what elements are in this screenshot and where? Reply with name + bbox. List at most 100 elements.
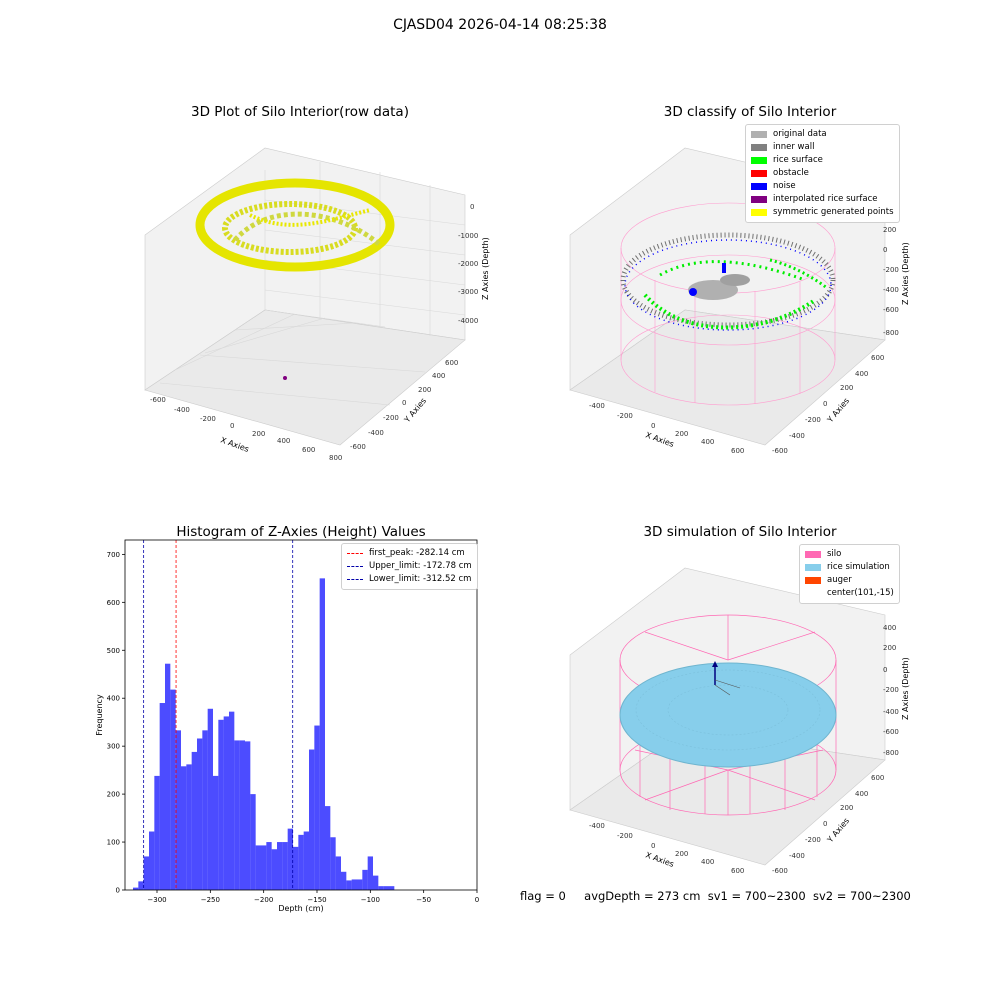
- classify-y-label: Y Axies: [825, 396, 851, 425]
- classify-z-tick: -600: [883, 306, 899, 314]
- simulation-rice-surface: [619, 662, 837, 768]
- raw-z-tick: -1000: [458, 232, 478, 240]
- simulation-y-tick: 400: [855, 790, 868, 798]
- simulation-y-label: Y Axies: [825, 816, 851, 845]
- x-tick-label: −100: [361, 896, 380, 904]
- raw-x-tick: -200: [200, 415, 216, 423]
- y-tick-label: 700: [107, 551, 120, 559]
- histogram-bar: [143, 856, 149, 890]
- legend-entry: symmetric generated points: [751, 206, 894, 219]
- legend-line: [347, 566, 363, 567]
- classify-z-ticks: 400 200 0 -200 -400 -600 -800: [883, 206, 899, 337]
- simulation-x-tick: 600: [731, 867, 744, 875]
- classify-x-tick: -400: [589, 402, 605, 410]
- legend-entry: Upper_limit: -172.78 cm: [347, 560, 472, 573]
- raw-3d-plot[interactable]: -600 -400 -200 0 200 400 600 800 X Axies…: [140, 140, 490, 460]
- histogram-x-label: Depth (cm): [278, 904, 323, 913]
- raw-z-tick: -2000: [458, 260, 478, 268]
- histogram-bar: [181, 766, 187, 890]
- histogram-bar: [271, 849, 277, 890]
- classify-y-tick: 0: [823, 400, 827, 408]
- figure-title: CJASD04 2026-04-14 08:25:38: [393, 17, 607, 33]
- histogram-bars: [133, 578, 395, 890]
- status-footer: flag = 0 avgDepth = 273 cm sv1 = 700~230…: [520, 889, 911, 903]
- classify-x-label: X Axies: [644, 430, 675, 449]
- histogram-bar: [287, 828, 293, 890]
- simulation-z-label: Z Axies (Depth): [901, 657, 910, 720]
- simulation-y-tick: -200: [805, 836, 821, 844]
- raw-gridlines: [159, 162, 466, 406]
- legend-swatch: [805, 551, 821, 558]
- simulation-x-ticks: -400 -200 0 200 400 600: [589, 822, 744, 875]
- legend-line: [347, 553, 363, 554]
- simulation-z-tick: -800: [883, 749, 899, 757]
- histogram-bar: [346, 880, 352, 890]
- histogram-bar: [229, 711, 235, 890]
- histogram-bar: [255, 845, 261, 890]
- histogram-bar: [303, 831, 309, 890]
- histogram-bar: [213, 775, 219, 890]
- histogram-bar: [362, 869, 368, 890]
- histogram-bar: [218, 719, 224, 890]
- classify-x-tick: 600: [731, 447, 744, 455]
- histogram-bar: [170, 689, 176, 890]
- raw-y-tick: -600: [350, 443, 366, 451]
- histogram-bar: [175, 730, 181, 890]
- histogram-chart[interactable]: −300 −250 −200 −150 −100 −50 0 0 100 200 300 400 50…: [80, 530, 490, 920]
- raw-z-tick: 0: [470, 203, 474, 211]
- legend-swatch: [751, 131, 767, 138]
- histogram-bar: [202, 730, 208, 890]
- classify-z-tick: -200: [883, 266, 899, 274]
- histogram-bar: [133, 887, 139, 890]
- classify-y-tick: 600: [871, 354, 884, 362]
- legend-swatch: [805, 590, 821, 597]
- raw-x-tick: 0: [230, 422, 234, 430]
- classify-y-tick: -600: [772, 447, 788, 455]
- histogram-bar: [239, 740, 245, 890]
- simulation-legend: silo rice simulation auger center(101,-1…: [799, 544, 900, 604]
- histogram-bar: [282, 842, 288, 890]
- histogram-bar: [373, 875, 379, 890]
- simulation-3d-plot[interactable]: -400 -200 0 200 400 600 X Axies -600 -40…: [565, 560, 920, 880]
- simulation-plot-title: 3D simulation of Silo Interior: [643, 524, 837, 540]
- simulation-y-tick: -600: [772, 867, 788, 875]
- raw-y-tick: 600: [445, 359, 458, 367]
- legend-entry: first_peak: -282.14 cm: [347, 547, 472, 560]
- histogram-reference-lines: [143, 540, 294, 890]
- histogram-bar: [207, 708, 213, 890]
- raw-y-tick: 400: [432, 372, 445, 380]
- avg-depth-text: avgDepth = 273 cm: [584, 889, 701, 903]
- sv2-text: sv2 = 700~2300: [812, 889, 911, 903]
- legend-entry: original data: [751, 128, 894, 141]
- simulation-x-label: X Axies: [644, 850, 675, 869]
- y-tick-label: 100: [107, 839, 120, 847]
- x-tick-label: −250: [201, 896, 220, 904]
- histogram-y-ticks: 0 100 200 300 400 500 600 700: [107, 551, 125, 895]
- histogram-bar: [389, 886, 395, 890]
- histogram-bar: [149, 831, 155, 890]
- raw-x-ticks: -600 -400 -200 0 200 400 600 800: [150, 396, 342, 460]
- histogram-bar: [309, 749, 315, 890]
- simulation-z-tick: -600: [883, 728, 899, 736]
- simulation-x-tick: -200: [617, 832, 633, 840]
- simulation-auger: [712, 661, 741, 696]
- classify-z-tick: -400: [883, 286, 899, 294]
- legend-swatch: [805, 577, 821, 584]
- legend-swatch: [751, 196, 767, 203]
- y-tick-label: 300: [107, 743, 120, 751]
- raw-y-tick: -400: [368, 429, 384, 437]
- classify-z-tick: 200: [883, 226, 896, 234]
- legend-swatch: [751, 209, 767, 216]
- y-tick-label: 0: [116, 887, 120, 895]
- histogram-bar: [165, 663, 171, 890]
- raw-y-ticks: -600 -400 -200 0 200 400 600: [350, 359, 458, 451]
- legend-entry: interpolated rice surface: [751, 193, 894, 206]
- classify-z-tick: 0: [883, 246, 887, 254]
- legend-entry: inner wall: [751, 141, 894, 154]
- histogram-bar: [261, 845, 267, 890]
- legend-swatch: [805, 564, 821, 571]
- legend-entry: silo: [805, 548, 894, 561]
- histogram-bar: [335, 856, 341, 890]
- classify-legend: original data inner wall rice surface ob…: [745, 124, 900, 223]
- legend-entry: obstacle: [751, 167, 894, 180]
